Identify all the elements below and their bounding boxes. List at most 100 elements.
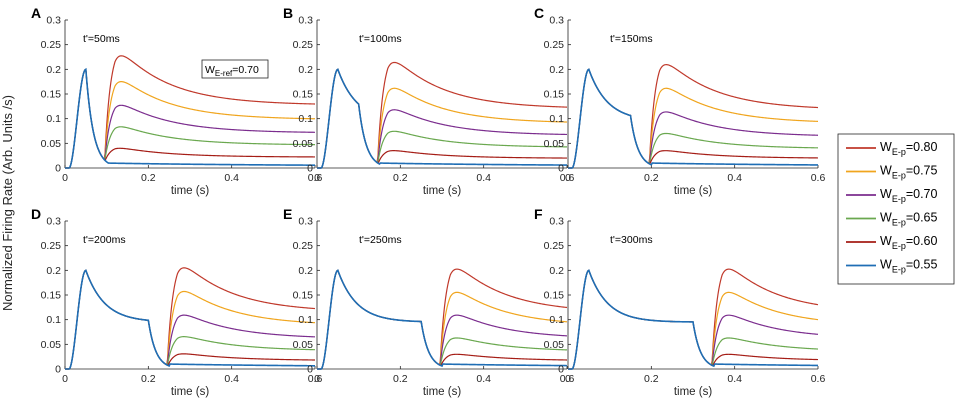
series-line-w075 <box>568 269 819 370</box>
y-tick-label: 0.25 <box>544 39 565 51</box>
series-line-w075 <box>65 68 316 169</box>
x-axis-label: time (s) <box>171 386 210 398</box>
series-line-w070 <box>568 269 819 370</box>
y-tick-label: 0.15 <box>293 290 314 302</box>
y-tick-label: 0.15 <box>41 290 62 302</box>
x-tick-label: 0.4 <box>476 172 491 184</box>
y-tick-label: 0 <box>307 163 313 175</box>
legend-label-w060: WE-p=0.60 <box>880 234 938 251</box>
tprime-annotation: t'=150ms <box>610 33 653 45</box>
x-tick-label: 0 <box>314 172 320 184</box>
y-tick-label: 0.15 <box>41 89 62 101</box>
y-tick-label: 0 <box>558 163 564 175</box>
series-line-w065 <box>568 269 819 370</box>
y-tick-label: 0.2 <box>549 265 564 277</box>
x-tick-label: 0 <box>565 172 571 184</box>
x-tick-label: 0.2 <box>141 373 156 385</box>
panel-letter: F <box>534 206 543 222</box>
x-tick-label: 0 <box>314 373 320 385</box>
reference-weight-label: WE-ref=0.70 <box>205 64 259 78</box>
y-tick-label: 0.1 <box>549 314 564 326</box>
series-line-w070 <box>317 269 568 370</box>
x-tick-label: 0.2 <box>644 373 659 385</box>
x-tick-label: 0.2 <box>141 172 156 184</box>
series-line-w055 <box>568 68 819 169</box>
x-tick-label: 0 <box>565 373 571 385</box>
y-tick-label: 0.25 <box>41 240 62 252</box>
y-tick-label: 0.3 <box>46 216 61 228</box>
y-tick-label: 0.3 <box>549 15 564 27</box>
series-line-w080 <box>317 61 568 169</box>
legend-box <box>837 133 955 285</box>
x-tick-label: 0.6 <box>560 172 575 184</box>
y-tick-label: 0 <box>55 163 61 175</box>
y-tick-label: 0.15 <box>293 89 314 101</box>
series-line-w060 <box>65 68 315 169</box>
y-tick-label: 0.25 <box>544 240 565 252</box>
x-tick-label: 0 <box>62 373 68 385</box>
x-tick-label: 0.4 <box>476 373 491 385</box>
series-line-w055 <box>568 269 819 370</box>
series-line-w055 <box>65 269 315 370</box>
y-tick-label: 0 <box>55 364 61 376</box>
x-axis-label: time (s) <box>423 185 462 197</box>
panel-b: B 0 0.05 0.1 0.15 0.2 0.25 0.3 0 0.2 0.4 0.6 time (s… <box>283 5 574 197</box>
panel-letter: B <box>283 5 293 21</box>
tprime-annotation: t'=250ms <box>359 234 402 246</box>
legend-label-w070: WE-p=0.70 <box>880 187 938 204</box>
series-line-w070 <box>317 68 568 169</box>
series-line-w065 <box>65 68 315 169</box>
x-tick-label: 0.6 <box>308 373 323 385</box>
y-tick-label: 0.1 <box>549 113 564 125</box>
series-line-w075 <box>317 68 568 169</box>
y-tick-label: 0.05 <box>41 138 62 150</box>
series-line-w070 <box>65 68 316 169</box>
y-tick-label: 0.1 <box>46 314 61 326</box>
legend-label-w055: WE-p=0.55 <box>880 258 938 275</box>
x-tick-label: 0.2 <box>393 373 408 385</box>
x-tick-label: 0 <box>62 172 68 184</box>
series-line-w080 <box>568 268 819 370</box>
legend-items: WE-p=0.80 WE-p=0.75 WE-p=0.70 WE-p=0.65 WE-p… <box>846 140 938 275</box>
panel-letter: A <box>31 5 41 21</box>
x-tick-label: 0.4 <box>224 373 239 385</box>
x-tick-label: 0.6 <box>560 373 575 385</box>
y-tick-label: 0.1 <box>298 314 313 326</box>
y-tick-label: 0.1 <box>298 113 313 125</box>
x-tick-label: 0.6 <box>308 172 323 184</box>
y-tick-label: 0 <box>307 364 313 376</box>
x-tick-label: 0.6 <box>811 172 826 184</box>
y-tick-label: 0.2 <box>46 265 61 277</box>
tprime-annotation: t'=100ms <box>359 33 402 45</box>
series-line-w055 <box>317 68 568 169</box>
x-tick-label: 0.4 <box>727 172 742 184</box>
series-line-w060 <box>568 68 818 169</box>
panel-d: D 0 0.05 0.1 0.15 0.2 0.25 0.3 0 0.2 0.4 0.6 time (s… <box>31 206 322 398</box>
y-tick-label: 0.05 <box>544 138 565 150</box>
y-tick-label: 0.2 <box>549 64 564 76</box>
panel-e: E 0 0.05 0.1 0.15 0.2 0.25 0.3 0 0.2 0.4 0.6 time (s… <box>283 206 574 398</box>
panel-letter: D <box>31 206 41 222</box>
y-tick-label: 0.05 <box>293 339 314 351</box>
legend-label-w075: WE-p=0.75 <box>880 164 938 181</box>
y-tick-label: 0.25 <box>293 240 314 252</box>
series-line-w080 <box>65 55 316 169</box>
y-tick-label: 0.25 <box>293 39 314 51</box>
y-tick-label: 0.05 <box>544 339 565 351</box>
y-tick-label: 0.15 <box>544 290 565 302</box>
y-tick-label: 0.25 <box>41 39 62 51</box>
panels-group: A 0 0.05 0.1 0.15 0.2 0.25 0.3 0 0.2 0.4 0.6 time (s… <box>31 5 825 398</box>
y-tick-label: 0.3 <box>298 15 313 27</box>
y-tick-label: 0.2 <box>298 265 313 277</box>
y-tick-label: 0.05 <box>293 138 314 150</box>
y-tick-label: 0.2 <box>46 64 61 76</box>
x-tick-label: 0.2 <box>644 172 659 184</box>
y-tick-label: 0.05 <box>41 339 62 351</box>
legend: WE-p=0.80 WE-p=0.75 WE-p=0.70 WE-p=0.65 WE-p… <box>837 133 955 285</box>
panel-letter: E <box>283 206 292 222</box>
legend-label-w065: WE-p=0.65 <box>880 211 938 228</box>
x-tick-label: 0.6 <box>811 373 826 385</box>
x-axis-label: time (s) <box>674 386 713 398</box>
panel-letter: C <box>534 5 544 21</box>
